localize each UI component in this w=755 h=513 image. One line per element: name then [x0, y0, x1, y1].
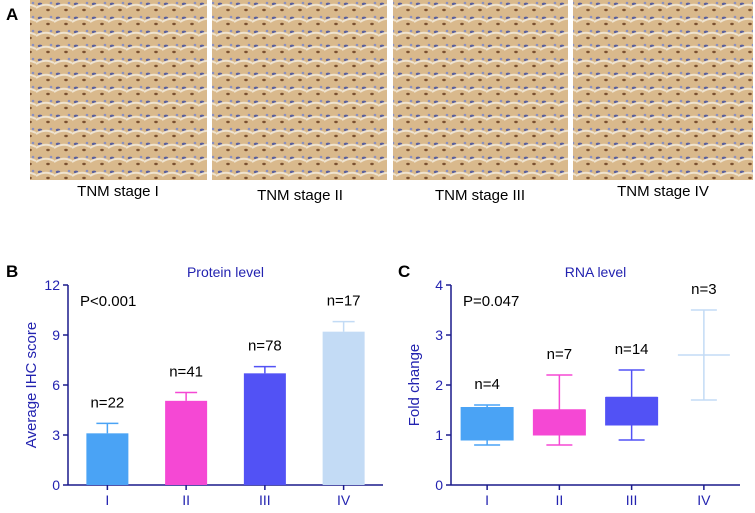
n-annotation: n=14 [615, 341, 649, 358]
x-tick-label: IV [337, 492, 351, 508]
x-tick-label: III [259, 492, 271, 508]
histology-image [393, 0, 568, 180]
n-annotation: n=17 [327, 293, 361, 310]
n-annotation: n=3 [691, 281, 716, 298]
bar [243, 373, 286, 485]
p-value: P=0.047 [463, 293, 519, 310]
y-tick-label: 4 [435, 277, 443, 293]
histology-image [212, 0, 387, 180]
bar [86, 433, 129, 485]
y-tick-label: 2 [435, 377, 443, 393]
panel-label: B [6, 262, 18, 281]
n-annotation: n=22 [90, 394, 124, 411]
bar [322, 331, 365, 485]
y-tick-label: 12 [44, 277, 60, 293]
y-tick-label: 0 [435, 477, 443, 493]
y-tick-label: 3 [52, 427, 60, 443]
image-caption: TNM stage IV [617, 183, 709, 200]
n-annotation: n=7 [547, 346, 572, 363]
bar [165, 400, 208, 485]
x-tick-label: II [182, 492, 190, 508]
histology-image [573, 0, 753, 180]
x-tick-label: IV [697, 492, 711, 508]
p-value: P<0.001 [80, 293, 136, 310]
box [605, 397, 659, 426]
n-annotation: n=41 [169, 364, 203, 381]
y-tick-label: 6 [52, 377, 60, 393]
y-tick-label: 3 [435, 327, 443, 343]
chart-title: RNA level [565, 264, 626, 280]
x-tick-label: I [485, 492, 489, 508]
n-annotation: n=4 [474, 376, 499, 393]
y-tick-label: 1 [435, 427, 443, 443]
image-caption: TNM stage II [257, 187, 343, 204]
image-caption: TNM stage III [435, 187, 525, 204]
panel-label: A [6, 5, 18, 24]
n-annotation: n=78 [248, 338, 282, 355]
x-tick-label: III [626, 492, 638, 508]
x-tick-label: II [555, 492, 563, 508]
y-tick-label: 9 [52, 327, 60, 343]
chart-title: Protein level [187, 264, 264, 280]
box [532, 409, 586, 436]
box [460, 407, 514, 441]
y-tick-label: 0 [52, 477, 60, 493]
image-caption: TNM stage I [77, 183, 159, 200]
y-axis-label: Average IHC score [23, 322, 40, 448]
panel-label: C [398, 262, 410, 281]
y-axis-label: Fold change [406, 344, 423, 427]
histology-image [30, 0, 207, 180]
x-tick-label: I [105, 492, 109, 508]
